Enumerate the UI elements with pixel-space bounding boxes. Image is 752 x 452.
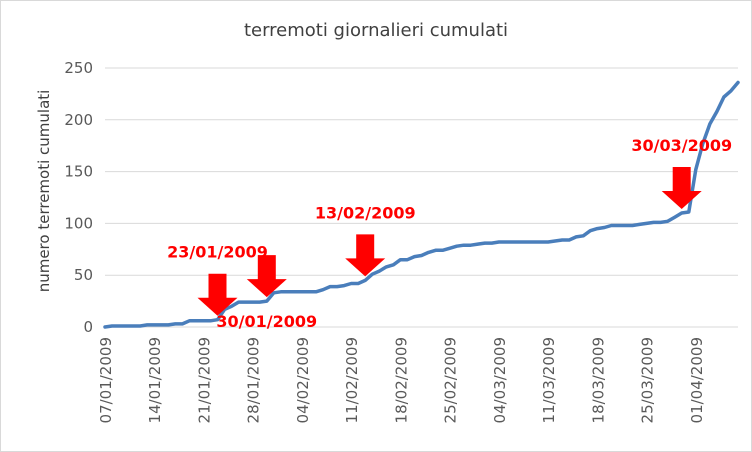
annotation-label: 30/03/2009: [631, 136, 732, 155]
x-tick-label: 01/04/2009: [688, 337, 706, 423]
x-tick-label: 18/02/2009: [392, 337, 410, 423]
series-layer: [103, 80, 740, 329]
x-tick-label: 11/03/2009: [540, 337, 558, 423]
red-arrow-icon: [197, 273, 238, 316]
chart-title: terremoti giornalieri cumulati: [244, 20, 508, 41]
red-arrow-icon: [246, 255, 287, 298]
annotation-label: 13/02/2009: [315, 203, 416, 222]
y-tick-label: 100: [64, 214, 93, 232]
y-tick-label: 250: [64, 59, 93, 77]
gridlines: [105, 67, 738, 328]
x-tick-label: 25/02/2009: [442, 337, 460, 423]
x-tick-label: 14/01/2009: [146, 337, 164, 423]
y-tick-label: 50: [74, 266, 93, 284]
annotation-label: 23/01/2009: [167, 243, 268, 262]
x-tick-label: 04/03/2009: [491, 337, 509, 423]
series-line: [103, 80, 740, 329]
x-tick-label: 28/01/2009: [245, 337, 263, 423]
x-tick-label: 25/03/2009: [639, 337, 657, 423]
y-axis-ticks: 0 50 100 150 200 250: [64, 59, 93, 336]
y-tick-label: 150: [64, 163, 93, 181]
x-tick-label: 11/02/2009: [343, 337, 361, 423]
y-axis-label: numero terremoti cumulati: [35, 90, 53, 293]
red-arrow-icon: [345, 234, 386, 277]
annotation-label: 30/01/2009: [216, 312, 317, 331]
x-axis-ticks: 07/01/2009 14/01/2009 21/01/2009 28/01/2009…: [97, 337, 706, 423]
annotations: 23/01/2009 30/01/2009 13/02/2009 30/03/2009: [167, 136, 732, 331]
red-arrow-icon: [661, 167, 702, 209]
x-tick-label: 04/02/2009: [294, 337, 312, 423]
x-tick-label: 07/01/2009: [97, 337, 115, 423]
x-tick-label: 21/01/2009: [195, 337, 213, 423]
y-tick-label: 0: [83, 318, 93, 336]
x-tick-label: 18/03/2009: [589, 337, 607, 423]
y-tick-label: 200: [64, 111, 93, 129]
